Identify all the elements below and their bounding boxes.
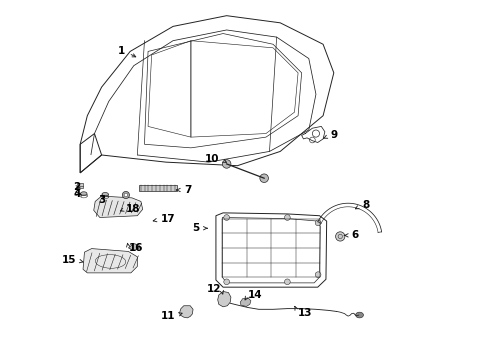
Polygon shape	[179, 306, 193, 318]
Bar	[139, 185, 176, 192]
Text: 7: 7	[183, 185, 191, 195]
Text: 14: 14	[247, 290, 262, 300]
Text: 3: 3	[98, 195, 105, 204]
Circle shape	[124, 193, 127, 197]
Polygon shape	[94, 196, 142, 217]
Ellipse shape	[355, 312, 363, 318]
Ellipse shape	[81, 192, 87, 195]
Polygon shape	[217, 292, 230, 307]
Circle shape	[222, 159, 230, 168]
Ellipse shape	[102, 193, 108, 196]
Circle shape	[315, 220, 320, 226]
Circle shape	[315, 272, 320, 278]
Circle shape	[224, 215, 229, 220]
Bar	[77, 183, 83, 188]
Text: 9: 9	[329, 130, 337, 140]
Text: 2: 2	[73, 182, 80, 192]
Circle shape	[284, 215, 290, 220]
Circle shape	[335, 232, 344, 241]
Text: 10: 10	[204, 154, 219, 163]
Text: 16: 16	[128, 243, 142, 253]
Text: 13: 13	[298, 308, 312, 318]
Polygon shape	[128, 244, 139, 251]
Text: 1: 1	[117, 46, 124, 57]
Text: 12: 12	[206, 284, 221, 294]
Circle shape	[122, 192, 129, 199]
Text: 4: 4	[73, 189, 80, 199]
Text: 18: 18	[125, 203, 140, 213]
Circle shape	[224, 279, 229, 285]
Text: 15: 15	[62, 255, 77, 265]
Text: 8: 8	[362, 200, 369, 210]
Text: 11: 11	[160, 311, 175, 321]
Text: 5: 5	[192, 223, 200, 233]
Polygon shape	[83, 249, 137, 273]
Text: 17: 17	[160, 214, 175, 224]
Circle shape	[284, 279, 290, 285]
Text: 6: 6	[351, 230, 358, 240]
Polygon shape	[240, 298, 250, 306]
Circle shape	[259, 174, 268, 183]
